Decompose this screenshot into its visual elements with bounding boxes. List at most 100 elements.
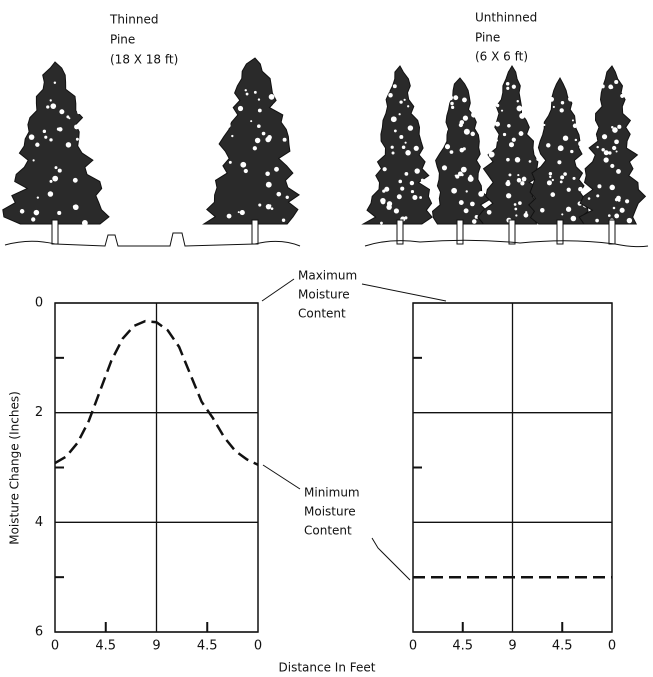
x-tick-label: 0 bbox=[51, 639, 59, 654]
tree-highlight bbox=[237, 211, 240, 214]
tree-highlight bbox=[390, 145, 394, 149]
tree-highlight bbox=[548, 172, 553, 176]
tree-highlight bbox=[601, 148, 605, 152]
tree-highlight bbox=[471, 219, 477, 224]
tree-highlight bbox=[207, 193, 212, 198]
tree-crown bbox=[2, 61, 110, 225]
tree-label: (6 X 6 ft) bbox=[475, 50, 528, 64]
tree-highlight bbox=[514, 157, 521, 163]
tree-highlight bbox=[508, 142, 515, 148]
x-tick-label: 4.5 bbox=[95, 639, 116, 654]
tree-highlight bbox=[276, 191, 282, 197]
ground bbox=[364, 239, 649, 248]
tree-label: Unthinned bbox=[475, 11, 537, 25]
tree-highlight bbox=[225, 122, 231, 129]
tree-trunk bbox=[608, 219, 616, 245]
annotation: Maximum bbox=[298, 269, 357, 283]
tree-highlight bbox=[265, 181, 272, 188]
tree-highlight bbox=[386, 204, 392, 210]
tree-highlight bbox=[517, 174, 520, 177]
tree-highlight bbox=[75, 137, 79, 141]
tree-trunk bbox=[508, 219, 516, 245]
tree-highlight bbox=[265, 171, 270, 177]
tree-trunk bbox=[556, 219, 564, 245]
x-tick-label: 0 bbox=[409, 639, 417, 654]
tree-highlight bbox=[465, 190, 468, 193]
y-tick-label: 6 bbox=[35, 625, 43, 640]
tree-highlight bbox=[570, 149, 574, 154]
tree-highlight bbox=[380, 199, 386, 205]
tree-highlight bbox=[568, 96, 574, 102]
annotation: Content bbox=[304, 524, 352, 538]
tree-highlight bbox=[525, 211, 528, 214]
x-tick-label: 9 bbox=[508, 639, 516, 654]
tree-highlight bbox=[414, 168, 420, 174]
tree-highlight bbox=[543, 123, 546, 127]
tree-highlight bbox=[404, 141, 407, 144]
tree-highlight bbox=[540, 208, 545, 213]
tree-highlight bbox=[495, 139, 499, 142]
tree-highlight bbox=[267, 137, 272, 141]
tree-highlight bbox=[32, 159, 35, 162]
tree-illustration bbox=[2, 57, 649, 248]
tree-highlight bbox=[381, 83, 386, 88]
tree-highlight bbox=[549, 175, 552, 179]
tree-highlight bbox=[400, 186, 405, 191]
tree-highlight bbox=[222, 89, 228, 94]
tree-highlight bbox=[81, 220, 88, 226]
tree-trunk bbox=[396, 219, 404, 245]
tree-highlight bbox=[523, 212, 529, 218]
tree-highlight bbox=[551, 178, 554, 182]
tree-highlight bbox=[619, 207, 625, 213]
tree-highlight bbox=[583, 97, 586, 101]
tree-highlight bbox=[66, 115, 70, 119]
tree-highlight bbox=[614, 139, 619, 145]
x-axis-label: Distance In Feet bbox=[279, 661, 376, 675]
tree-highlight bbox=[65, 142, 72, 148]
tree-highlight bbox=[39, 88, 42, 91]
tree-label: Thinned bbox=[109, 13, 158, 27]
tree-highlight bbox=[393, 208, 400, 214]
tree-highlight bbox=[617, 198, 621, 202]
tree-highlight bbox=[245, 92, 249, 96]
tree-highlight bbox=[614, 213, 620, 219]
tree-highlight bbox=[85, 94, 91, 100]
tree-highlight bbox=[413, 145, 419, 151]
tree-highlight bbox=[257, 98, 261, 101]
tree-highlight bbox=[505, 81, 510, 86]
tree-highlight bbox=[254, 137, 261, 144]
tree-highlight bbox=[475, 94, 478, 97]
y-tick-label: 0 bbox=[35, 296, 43, 311]
tree-highlight bbox=[462, 115, 469, 121]
tree-highlight bbox=[59, 109, 65, 115]
tree-highlight bbox=[511, 84, 516, 89]
tree-highlight bbox=[557, 145, 564, 152]
tree-highlight bbox=[520, 181, 525, 186]
tree-highlight bbox=[450, 101, 454, 106]
tree-highlight bbox=[270, 207, 274, 211]
tree-highlight bbox=[625, 199, 630, 204]
tree-highlight bbox=[611, 126, 614, 129]
tree-highlight bbox=[470, 201, 475, 207]
tree-highlight bbox=[597, 184, 602, 189]
tree-highlight bbox=[495, 103, 500, 108]
tree-highlight bbox=[72, 177, 78, 183]
tree-highlight bbox=[594, 136, 597, 139]
tree-highlight bbox=[257, 124, 261, 129]
y-tick-label: 2 bbox=[35, 405, 43, 420]
tree-highlight bbox=[403, 98, 406, 101]
x-tick-label: 9 bbox=[152, 639, 160, 654]
tree-highlight bbox=[570, 215, 577, 222]
tree-highlight bbox=[54, 166, 58, 170]
tree-highlight bbox=[494, 121, 500, 127]
tree-highlight bbox=[74, 124, 80, 130]
tree-highlight bbox=[273, 86, 279, 93]
tree-highlight bbox=[518, 131, 524, 136]
tree-highlight bbox=[571, 119, 574, 122]
tree-highlight bbox=[226, 213, 232, 219]
tree-highlight bbox=[35, 142, 40, 147]
tree-highlight bbox=[488, 152, 494, 158]
tree-highlight bbox=[560, 101, 565, 105]
tree-highlight bbox=[460, 166, 467, 173]
tree-highlight bbox=[391, 151, 395, 155]
